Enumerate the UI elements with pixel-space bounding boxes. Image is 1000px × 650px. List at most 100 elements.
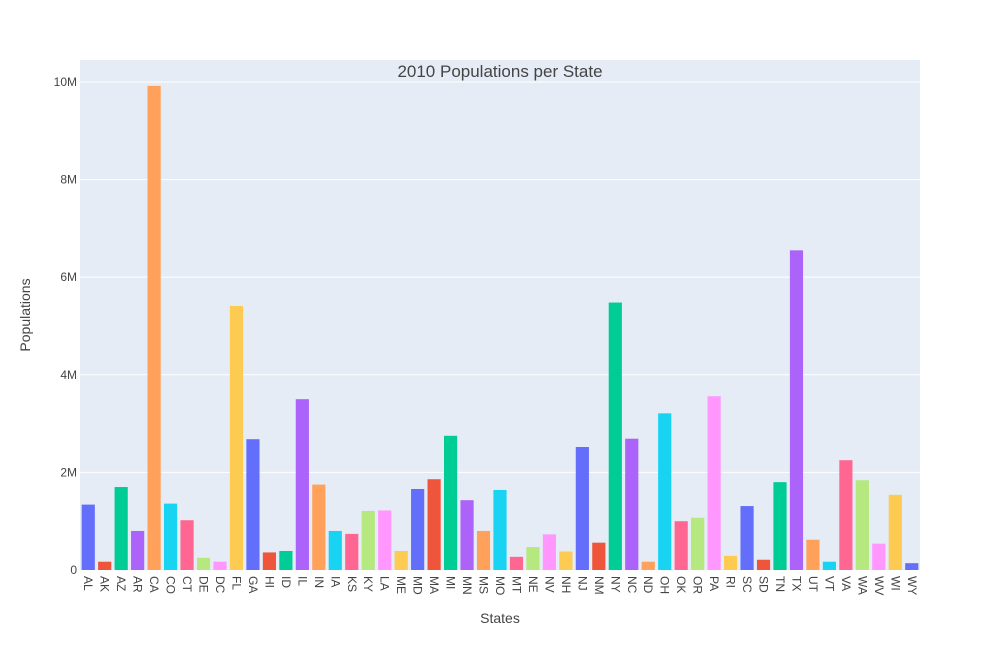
x-tick-label: TX: [789, 576, 803, 591]
y-tick-label: 4M: [60, 368, 77, 382]
x-axis-label: States: [480, 610, 520, 626]
y-tick-label: 8M: [60, 173, 77, 187]
bar-ne: [526, 547, 540, 570]
gridlines: [80, 81, 920, 473]
x-tick-label: OR: [691, 576, 705, 594]
x-tick-label: AK: [98, 576, 112, 592]
bar-nm: [592, 542, 606, 570]
bar-la: [378, 510, 392, 570]
x-tick-label: WY: [905, 576, 919, 595]
y-tick-label: 6M: [60, 270, 77, 284]
bar-id: [279, 550, 293, 570]
bar-fl: [229, 305, 244, 570]
x-tick-label: HI: [262, 576, 276, 588]
bar-ky: [361, 510, 375, 570]
bar-ok: [674, 521, 688, 570]
x-tick-label: NM: [592, 576, 606, 595]
x-tick-label: LA: [378, 576, 392, 591]
bar-or: [691, 517, 705, 570]
bar-ma: [427, 479, 441, 570]
x-tick-label: WI: [888, 576, 902, 591]
bar-nd: [641, 561, 655, 570]
x-tick-label: NJ: [575, 576, 589, 591]
bar-ut: [806, 539, 820, 570]
bar-wi: [888, 494, 902, 570]
x-tick-label: WV: [872, 576, 886, 595]
bar-il: [295, 399, 309, 570]
bar-wy: [905, 563, 919, 570]
bar-nc: [625, 438, 639, 570]
x-tick-label: IL: [295, 576, 309, 586]
bar-mi: [444, 435, 458, 570]
bar-mn: [460, 500, 474, 570]
y-tick-label: 10M: [54, 75, 77, 89]
x-tick-label: MN: [460, 576, 474, 595]
x-tick-label: CT: [180, 576, 194, 593]
x-tick-label: NC: [625, 576, 639, 594]
x-tick-label: DE: [197, 576, 211, 593]
x-tick-label: MA: [427, 576, 441, 594]
x-tick-label: ND: [641, 576, 655, 594]
x-tick-label: MS: [477, 576, 491, 594]
bar-mo: [493, 489, 507, 570]
x-tick-label: AR: [131, 576, 145, 593]
bar-sc: [740, 506, 754, 570]
bar-tx: [789, 250, 804, 570]
chart-title: 2010 Populations per State: [397, 62, 602, 81]
bar-sd: [756, 559, 771, 570]
bar-ms: [476, 530, 491, 570]
bar-ca: [147, 85, 161, 570]
x-tick-label: AL: [81, 576, 95, 591]
x-tick-label: VT: [822, 576, 836, 592]
bar-wa: [855, 480, 869, 570]
x-tick-label: MI: [444, 576, 458, 589]
bar-ny: [608, 302, 622, 570]
x-tick-label: AZ: [114, 576, 128, 591]
bar-tn: [773, 482, 787, 570]
bar-hi: [262, 552, 276, 570]
bar-md: [411, 488, 425, 570]
bar-ia: [328, 530, 342, 570]
bar-nh: [559, 551, 573, 570]
x-tick-label: FL: [229, 576, 243, 590]
bar-in: [312, 484, 326, 570]
x-tick-label: IN: [312, 576, 326, 588]
x-tick-label: MD: [411, 576, 425, 595]
bar-ak: [98, 561, 112, 570]
x-tick-label: UT: [806, 576, 820, 593]
y-axis-ticks: 0 2M 4M 6M 8M 10M: [54, 75, 78, 577]
bar-vt: [822, 561, 836, 570]
x-tick-label: ID: [279, 576, 293, 588]
x-tick-label: NY: [608, 576, 622, 593]
bar-va: [839, 460, 853, 570]
bar-al: [81, 504, 95, 570]
x-tick-label: KY: [361, 576, 375, 592]
x-tick-label: ME: [394, 576, 408, 594]
bar-ga: [246, 439, 260, 570]
x-tick-label: KS: [345, 576, 359, 592]
bar-ar: [131, 530, 145, 570]
bar-ri: [724, 555, 738, 570]
bar-pa: [707, 396, 721, 570]
x-tick-label: OK: [674, 576, 688, 593]
x-tick-label: CO: [164, 576, 178, 594]
bar-az: [114, 487, 128, 570]
bar-mt: [509, 556, 524, 570]
x-tick-label: WA: [855, 576, 869, 595]
x-tick-label: GA: [246, 576, 260, 593]
x-tick-label: RI: [724, 576, 738, 588]
bar-oh: [658, 413, 672, 570]
x-tick-label: SD: [757, 576, 771, 593]
x-tick-label: TN: [773, 576, 787, 592]
x-tick-label: NH: [559, 576, 573, 593]
bar-ct: [180, 520, 194, 570]
bar-wv: [872, 543, 886, 570]
bar-me: [394, 550, 408, 570]
x-tick-label: MO: [493, 576, 507, 595]
bar-nv: [542, 534, 556, 570]
x-tick-label: VA: [839, 576, 853, 591]
y-tick-label: 0: [70, 563, 77, 577]
bars: [81, 85, 919, 570]
x-tick-label: DC: [213, 576, 227, 594]
